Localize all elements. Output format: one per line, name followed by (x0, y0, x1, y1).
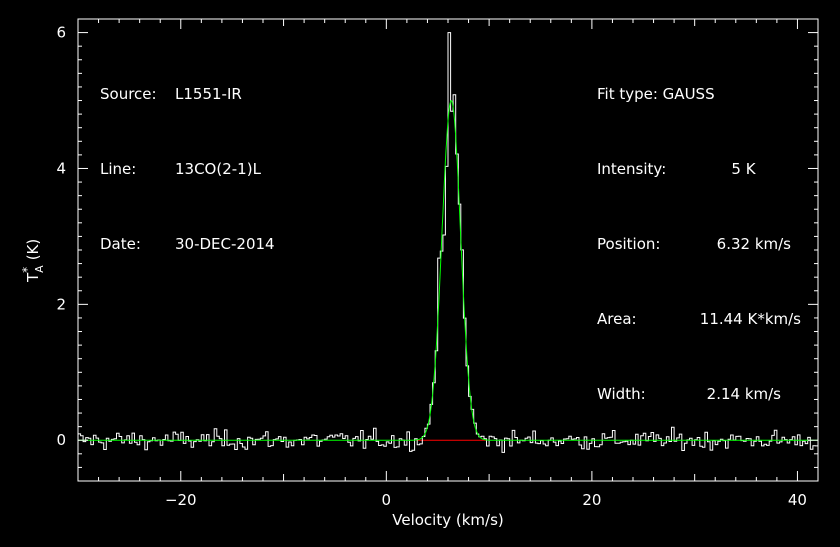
y-tick-label: 0 (56, 431, 66, 449)
y-tick-label: 4 (56, 159, 66, 177)
intensity-label: Intensity: (597, 160, 667, 178)
y-axis-label-sub: A (33, 265, 46, 273)
date-label: Date: (100, 235, 141, 253)
y-tick-label: 2 (56, 295, 66, 313)
fit-info-panel: Fit type: GAUSS Intensity: 5 K Position: 6… (597, 32, 801, 432)
area-label: Area: (597, 310, 637, 328)
gaussian-fit-series (78, 100, 818, 441)
x-tick-label: 0 (382, 491, 392, 509)
source-value: L1551-IR (175, 85, 242, 103)
line-label: Line: (100, 160, 137, 178)
area-value: 11.44 K*km/s (699, 310, 801, 328)
position-value: 6.32 km/s (716, 235, 791, 253)
position-label: Position: (597, 235, 661, 253)
intensity-value: 5 K (731, 160, 756, 178)
width-value: 2.14 km/s (706, 385, 781, 403)
fit-type-label: Fit type: GAUSS (597, 85, 715, 103)
width-label: Width: (597, 385, 646, 403)
gaussian-fit-line (78, 100, 818, 441)
y-axis-label-unit: (K) (24, 239, 42, 261)
date-value: 30-DEC-2014 (175, 235, 275, 253)
x-tick-label: 40 (788, 491, 807, 509)
axis-ticks (77, 19, 819, 481)
y-axis-label-sup: * (20, 267, 34, 273)
source-label: Source: (100, 85, 157, 103)
spectrum-line (78, 32, 818, 453)
y-axis-label-main: T (24, 272, 42, 283)
spectrum-series (78, 32, 818, 453)
x-tick-label: −20 (165, 491, 197, 509)
x-axis-label: Velocity (km/s) (392, 511, 503, 529)
x-tick-label: 20 (582, 491, 601, 509)
tick-labels: −20 0 20 40 0 2 4 6 (56, 24, 807, 509)
y-axis-label: T*A (K) (20, 239, 46, 283)
source-info-panel: Source: L1551-IR Line: 13CO(2-1)L Date: 30-… (100, 32, 275, 282)
svg-text:T*A(K): T*A (K) (20, 239, 46, 283)
line-value: 13CO(2-1)L (175, 160, 261, 178)
y-tick-label: 6 (56, 24, 66, 42)
